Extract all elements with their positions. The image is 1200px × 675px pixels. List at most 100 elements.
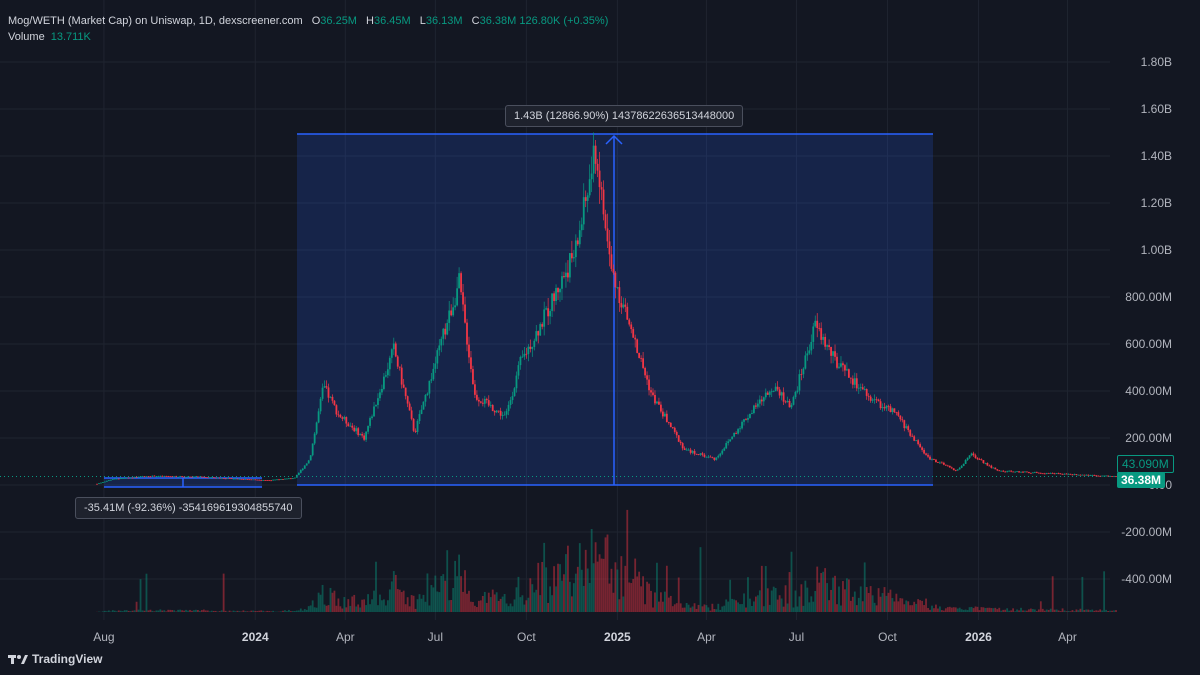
volume-bar [432,587,435,612]
volume-bar [812,601,815,612]
volume-bar [165,611,168,612]
volume-bar [481,595,484,612]
candle-body [381,388,383,393]
candle-body [367,425,369,432]
x-tick-label: Apr [335,630,355,644]
volume-bar [1043,610,1046,612]
volume-bar [580,569,583,612]
candle-body [574,240,577,258]
volume-bar [699,547,702,612]
volume-bar [802,605,805,612]
volume-bar [351,596,354,612]
candle-body [394,343,397,357]
volume-bar [446,550,449,612]
volume-bar [1016,609,1018,612]
candle-body [226,478,229,479]
volume-bar [873,602,876,612]
volume-value: 13.711K [50,31,91,43]
volume-bar [442,574,445,612]
candle-body [218,477,221,479]
candle-body [572,257,575,259]
volume-bar [952,607,955,612]
candle-body [133,476,136,478]
volume-bar [505,603,508,612]
volume-bar [559,564,561,612]
candle-body [113,478,116,480]
candle-body [485,398,488,401]
volume-bar [687,604,690,612]
candle-body [764,392,767,398]
volume-bar [895,593,898,612]
volume-bar [693,603,696,612]
candle-body [254,479,257,481]
candle-body [539,324,542,336]
candle-body [371,416,373,419]
candle-body [731,436,734,440]
candle-body [171,476,174,478]
candle-body [1016,471,1018,473]
volume-bar [875,605,878,612]
volume-bar [792,607,795,612]
volume-bar [1035,611,1038,612]
volume-bar [125,610,128,612]
volume-bar [315,607,318,612]
candle-body [523,353,526,357]
candle-body [359,434,362,436]
candle-body [849,377,852,379]
volume-bar [713,609,716,612]
candle-body [525,353,528,355]
candle-body [1012,471,1015,473]
volume-bar [335,605,338,612]
volume-bar [412,595,415,612]
volume-bar [204,610,207,612]
volume-bar [893,601,896,612]
candle-body [935,459,937,463]
volume-bar [1041,608,1044,612]
candle-body [792,397,795,405]
volume-bar [440,575,443,612]
candle-body [911,435,914,437]
tradingview-logo[interactable]: TradingView [8,652,102,666]
volume-bar [711,603,714,612]
y-tick-label: 1.00B [1140,243,1172,257]
candle-body [307,460,310,464]
volume-bar [507,606,510,612]
volume-bar [869,586,872,612]
candle-body [169,476,172,478]
candle-body [432,368,435,380]
candle-body [149,476,152,478]
volume-bar [697,604,700,612]
volume-bar [1069,611,1072,612]
volume-bar [117,610,120,612]
volume-bar [396,589,399,612]
measure-up-arrowhead [605,134,623,145]
volume-bar [325,605,328,612]
candle-body [1010,470,1013,472]
candle-body [814,320,817,327]
candle-body [161,475,164,477]
candle-body [600,187,603,190]
candle-body [729,439,732,442]
candle-body [812,326,815,342]
candle-body [361,434,364,436]
candle-body [855,378,858,389]
volume-bar [529,578,532,612]
volume-bar [567,545,569,612]
candle-body [284,478,286,480]
volume-bar [992,608,995,612]
volume-bar [923,605,925,612]
volume-bar [479,600,482,612]
volume-bar [327,605,330,612]
volume-bar [968,607,971,612]
candle-body [501,415,504,416]
candle-body [584,197,587,201]
volume-bar [568,581,571,612]
volume-bar [462,591,464,612]
candle-body [1075,474,1078,475]
volume-bar [563,574,565,612]
candle-body [810,341,813,351]
candle-body [450,310,453,316]
volume-bar [576,566,579,612]
volume-bar [865,587,868,612]
